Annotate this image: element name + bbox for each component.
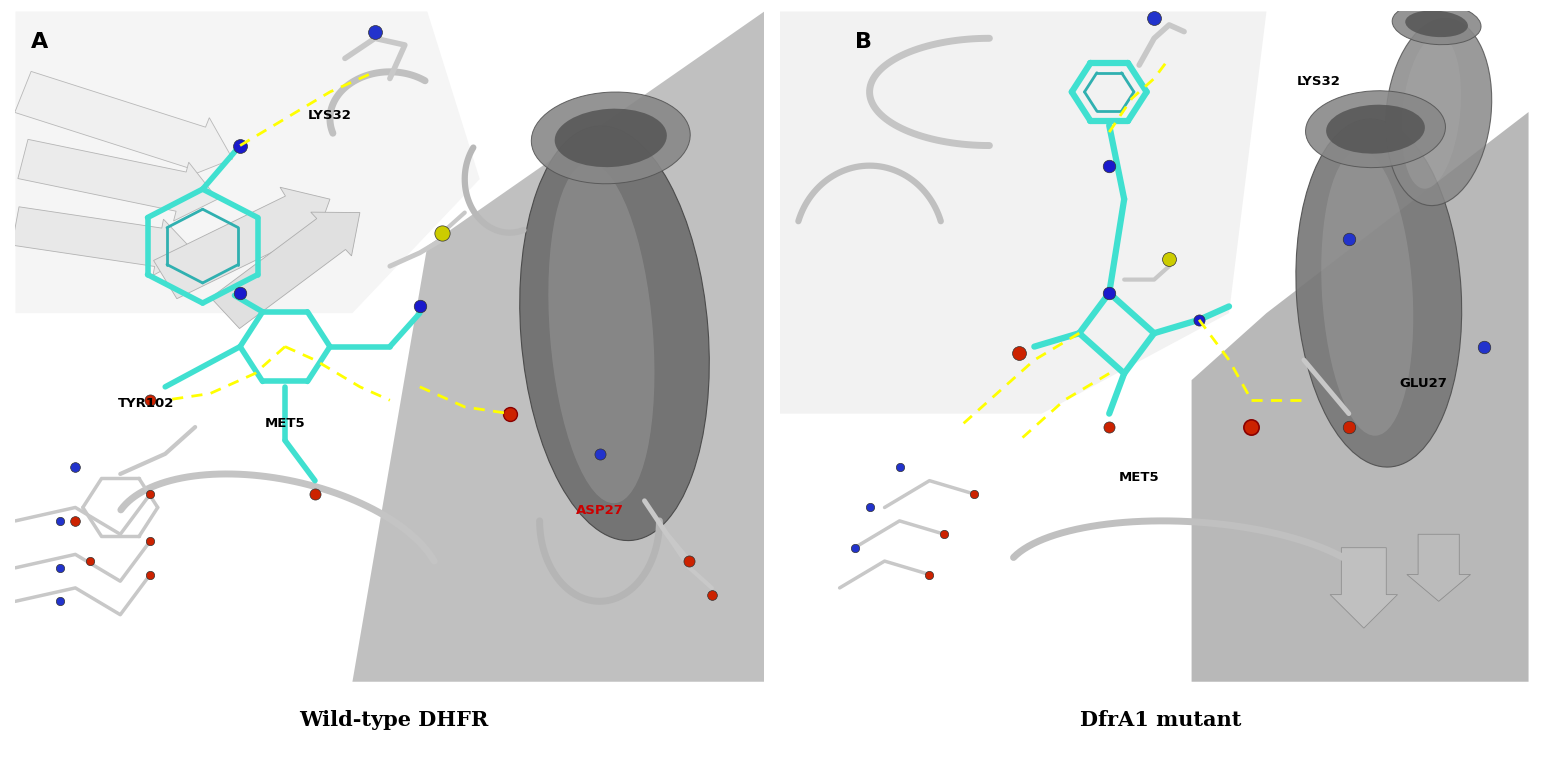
Text: B: B [855, 31, 872, 51]
Ellipse shape [1402, 35, 1461, 188]
Ellipse shape [1306, 90, 1445, 168]
Text: ASP27: ASP27 [576, 504, 624, 517]
Text: DfrA1 mutant: DfrA1 mutant [1081, 710, 1241, 730]
FancyArrow shape [15, 71, 233, 178]
Text: Wild-type DHFR: Wild-type DHFR [300, 710, 488, 730]
FancyArrow shape [19, 139, 218, 221]
Ellipse shape [548, 163, 655, 503]
Text: LYS32: LYS32 [1297, 75, 1340, 88]
Polygon shape [352, 11, 764, 682]
Polygon shape [15, 11, 480, 313]
Ellipse shape [1295, 119, 1462, 467]
Text: MET5: MET5 [264, 417, 306, 430]
Polygon shape [1192, 112, 1529, 682]
Ellipse shape [554, 109, 667, 167]
Text: GLU27: GLU27 [1400, 377, 1448, 390]
FancyArrow shape [12, 207, 195, 275]
Ellipse shape [1322, 150, 1413, 436]
Text: TYR102: TYR102 [119, 397, 174, 410]
Text: A: A [31, 31, 48, 51]
Ellipse shape [531, 92, 690, 184]
Ellipse shape [1393, 3, 1481, 44]
Text: MET5: MET5 [1119, 471, 1160, 484]
FancyArrow shape [210, 212, 360, 329]
Ellipse shape [520, 126, 709, 541]
FancyArrow shape [153, 187, 330, 299]
Ellipse shape [1405, 11, 1468, 37]
Ellipse shape [1385, 18, 1492, 205]
Polygon shape [780, 11, 1266, 414]
Ellipse shape [1326, 105, 1425, 154]
FancyArrow shape [1407, 535, 1470, 601]
Text: LYS32: LYS32 [307, 109, 352, 122]
FancyArrow shape [1329, 548, 1397, 628]
